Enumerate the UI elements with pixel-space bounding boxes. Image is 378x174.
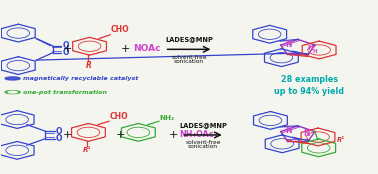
Ellipse shape (5, 91, 20, 94)
Text: +: + (62, 130, 72, 140)
Text: solvent-free: solvent-free (185, 140, 221, 145)
Text: sonication: sonication (188, 144, 218, 149)
Text: O: O (56, 134, 62, 143)
Text: magnetically recyclable catalyst: magnetically recyclable catalyst (23, 76, 138, 81)
Text: +: + (116, 130, 125, 140)
Text: O: O (56, 127, 62, 136)
Text: N: N (285, 40, 292, 49)
Text: N: N (307, 45, 313, 51)
Text: N: N (285, 126, 292, 135)
Text: R¹: R¹ (83, 147, 91, 153)
Text: solvent-free: solvent-free (171, 54, 207, 60)
Text: LADES@MNP: LADES@MNP (179, 122, 227, 128)
Text: sonication: sonication (174, 59, 204, 64)
Text: LADES@MNP: LADES@MNP (165, 36, 213, 42)
Text: H: H (313, 49, 317, 54)
Text: R: R (85, 61, 91, 70)
Text: CHO: CHO (110, 112, 129, 121)
Ellipse shape (5, 77, 20, 80)
Text: NH₄OAc: NH₄OAc (179, 130, 214, 139)
Text: O: O (62, 48, 69, 57)
Text: R¹: R¹ (337, 137, 345, 143)
Ellipse shape (8, 91, 17, 93)
Text: +: + (62, 44, 72, 54)
Text: O: O (62, 41, 69, 50)
Text: CHO: CHO (111, 25, 130, 34)
Text: +: + (169, 130, 178, 140)
Text: 28 examples
up to 94% yield: 28 examples up to 94% yield (274, 75, 344, 96)
Text: N: N (303, 129, 310, 138)
Text: one-pot transformation: one-pot transformation (23, 90, 107, 95)
Text: +: + (121, 44, 130, 54)
Text: NH₂: NH₂ (160, 115, 175, 121)
Text: NOAc: NOAc (133, 44, 160, 53)
